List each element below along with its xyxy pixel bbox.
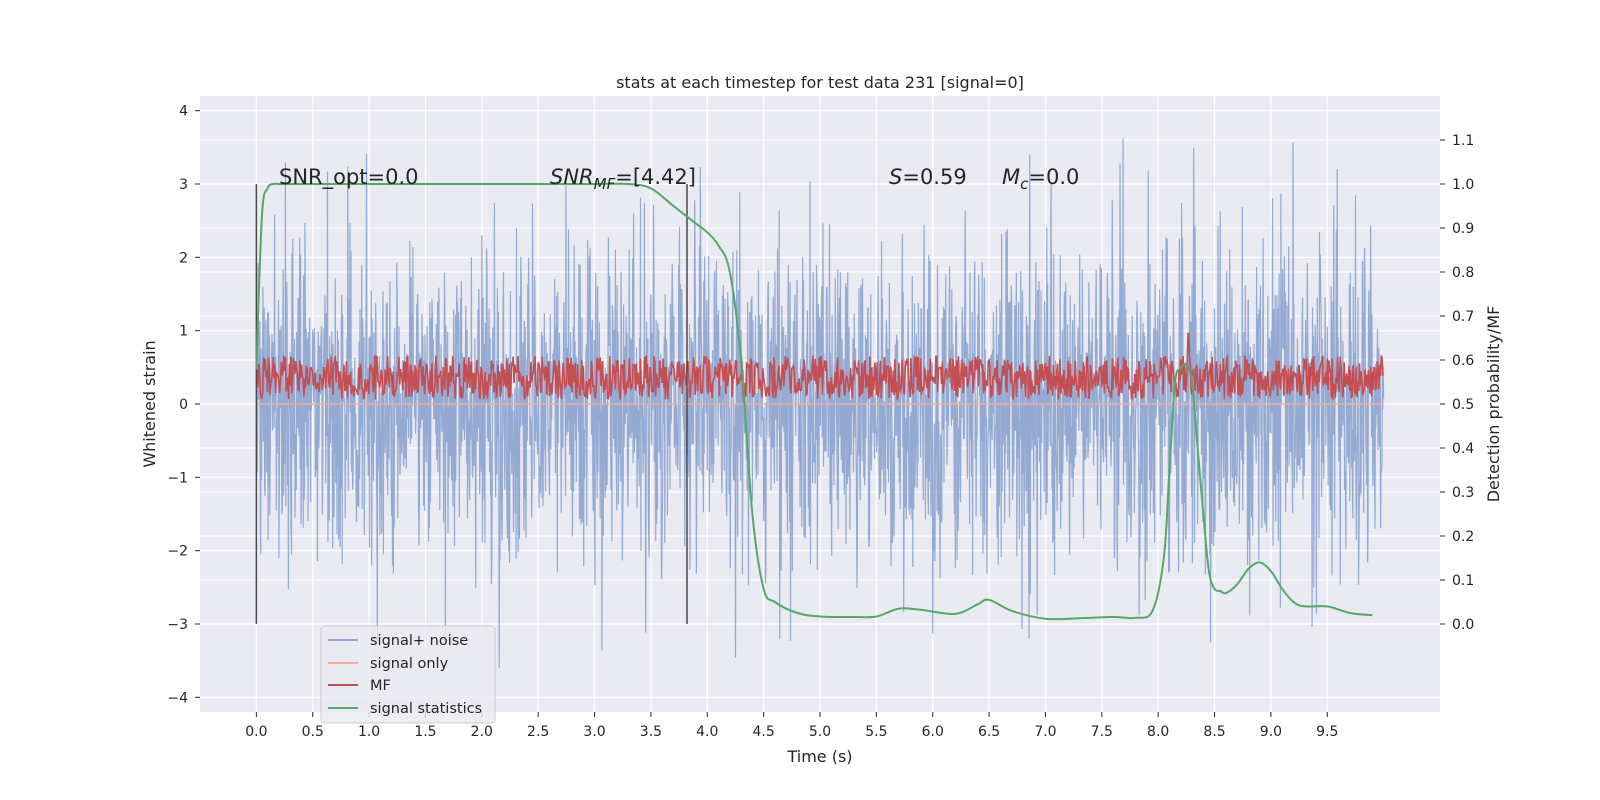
y-right-tick-label: 0.1 xyxy=(1452,573,1474,589)
x-tick-label: 0.5 xyxy=(302,724,324,740)
series-signal-statistics xyxy=(255,182,1373,621)
series-signal-noise xyxy=(255,138,1385,669)
annotation-mc-value: =0.0 xyxy=(1028,165,1079,189)
y-right-tick-label: 0.4 xyxy=(1452,441,1474,457)
annotation-mc-sub: c xyxy=(1020,175,1029,193)
y-right-axis-ticks: 0.0 0.1 0.2 0.3 0.4 0.5 0.6 0.7 0.8 0.9 1.0 1.1 xyxy=(1440,133,1474,633)
x-axis-label: Time (s) xyxy=(786,747,852,766)
x-tick-label: 9.0 xyxy=(1260,724,1282,740)
y-right-tick-label: 0.2 xyxy=(1452,529,1474,545)
y-right-tick-label: 1.0 xyxy=(1452,177,1474,193)
x-tick-label: 2.0 xyxy=(471,724,493,740)
chart-title: stats at each timestep for test data 231… xyxy=(616,73,1024,92)
y-left-tick-label: −3 xyxy=(167,617,188,633)
y-right-tick-label: 0.0 xyxy=(1452,617,1474,633)
x-tick-label: 0.0 xyxy=(245,724,267,740)
annotation-snr-opt: SNR_opt=0.0 xyxy=(279,165,419,190)
vertical-markers xyxy=(255,184,688,624)
x-tick-label: 1.5 xyxy=(414,724,436,740)
y-right-tick-label: 0.9 xyxy=(1452,221,1474,237)
y-left-axis-label: Whitened strain xyxy=(140,340,159,467)
annotation-s-label: S xyxy=(889,165,902,189)
x-tick-label: 7.5 xyxy=(1091,724,1113,740)
y-right-tick-label: 0.3 xyxy=(1452,485,1474,501)
x-tick-label: 3.5 xyxy=(640,724,662,740)
annotation-snr-mf-value: =[4.42] xyxy=(615,165,696,189)
signal-noise-line xyxy=(255,138,1385,669)
y-left-tick-label: −1 xyxy=(167,470,188,486)
legend-box xyxy=(320,625,496,724)
annotation-snr-mf-base: SNR xyxy=(550,165,594,189)
x-tick-label: 4.0 xyxy=(696,724,718,740)
x-tick-label: 6.0 xyxy=(922,724,944,740)
x-tick-label: 8.5 xyxy=(1203,724,1225,740)
y-right-tick-label: 1.1 xyxy=(1452,133,1474,149)
x-axis-ticks: 0.0 0.5 1.0 1.5 2.0 2.5 3.0 3.5 4.0 4.5 5.0 5.5 6.0 6… xyxy=(245,712,1338,740)
y-right-axis-label: Detection probability/MF xyxy=(1484,306,1503,503)
annotation-snr-mf-sub: MF xyxy=(594,175,616,193)
mf-line xyxy=(255,332,1384,403)
legend-label-mf: MF xyxy=(370,678,391,694)
y-left-axis-ticks: −4 −3 −2 −1 0 1 2 3 4 xyxy=(167,104,200,706)
x-tick-label: 2.5 xyxy=(527,724,549,740)
x-tick-label: 5.5 xyxy=(865,724,887,740)
y-right-tick-label: 0.7 xyxy=(1452,309,1474,325)
y-left-tick-label: 2 xyxy=(179,250,188,266)
annotation-s: S=0.59 xyxy=(889,165,967,189)
x-tick-label: 4.5 xyxy=(753,724,775,740)
annotation-s-value: =0.59 xyxy=(902,165,966,189)
series-mf xyxy=(255,332,1384,403)
y-left-tick-label: 3 xyxy=(179,177,188,193)
y-left-tick-label: −2 xyxy=(167,544,188,560)
annotation-snr-mf: SNRMF=[4.42] xyxy=(550,165,696,193)
legend: signal+ noise signal only MF signal stat… xyxy=(320,625,496,724)
x-tick-label: 3.0 xyxy=(583,724,605,740)
legend-label-signal-statistics: signal statistics xyxy=(370,701,482,717)
x-tick-label: 6.5 xyxy=(978,724,1000,740)
y-right-tick-label: 0.8 xyxy=(1452,265,1474,281)
x-tick-label: 5.0 xyxy=(809,724,831,740)
annotation-mc: Mc=0.0 xyxy=(1002,165,1079,193)
y-left-tick-label: −4 xyxy=(167,690,188,706)
signal-statistics-line xyxy=(255,182,1373,621)
y-left-tick-label: 0 xyxy=(179,397,188,413)
x-tick-label: 9.5 xyxy=(1316,724,1338,740)
y-right-tick-label: 0.6 xyxy=(1452,353,1474,369)
y-left-tick-label: 1 xyxy=(179,324,188,340)
y-right-tick-label: 0.5 xyxy=(1452,397,1474,413)
legend-label-signal-only: signal only xyxy=(370,656,449,672)
x-tick-label: 7.0 xyxy=(1034,724,1056,740)
y-left-tick-label: 4 xyxy=(179,104,188,120)
x-tick-label: 8.0 xyxy=(1147,724,1169,740)
legend-label-signal-noise: signal+ noise xyxy=(370,633,468,649)
annotation-mc-label: M xyxy=(1002,165,1020,189)
x-tick-label: 1.0 xyxy=(358,724,380,740)
